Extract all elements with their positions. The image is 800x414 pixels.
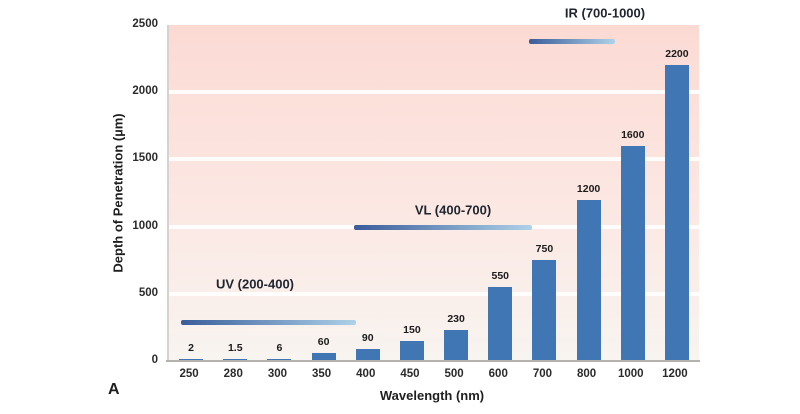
gridline — [169, 157, 699, 162]
x-tick-label: 600 — [488, 368, 508, 380]
bar-value-label: 150 — [403, 323, 421, 336]
bar-value-label: 2 — [188, 341, 194, 354]
y-tick-label: 0 — [151, 354, 158, 366]
bar-500nm — [444, 330, 469, 361]
bar-600nm — [488, 287, 513, 361]
y-tick-label: 1500 — [132, 152, 158, 165]
bar-value-label: 1200 — [576, 182, 601, 195]
bar-280nm — [223, 358, 248, 361]
bar-value-label: 90 — [361, 331, 374, 344]
x-tick-label: 250 — [179, 368, 199, 380]
bar-value-label: 230 — [447, 313, 465, 326]
range-label-uv: UV (200-400) — [215, 276, 295, 292]
x-axis-line — [166, 360, 700, 362]
bar-250nm — [179, 358, 204, 361]
y-tick-label: 2500 — [132, 18, 158, 30]
x-tick-label: 700 — [532, 368, 552, 380]
x-tick-label: 300 — [267, 368, 287, 380]
gridline — [169, 291, 699, 296]
bar-450nm — [399, 340, 424, 361]
y-tick-label: 500 — [138, 286, 158, 299]
bar-value-label: 1600 — [621, 128, 645, 141]
x-tick-label: 1000 — [617, 368, 644, 380]
bar-value-label: 2200 — [665, 48, 689, 61]
bar-1200nm — [664, 65, 689, 361]
x-tick-label: 350 — [311, 368, 332, 380]
range-label-ir: IR (700-1000) — [564, 5, 646, 21]
panel-label: A — [108, 381, 120, 398]
bar-350nm — [311, 352, 336, 361]
bar-value-label: 750 — [535, 243, 554, 256]
bar-700nm — [532, 260, 557, 361]
bar-400nm — [355, 348, 380, 361]
bar-value-label: 550 — [491, 270, 510, 283]
bar-value-label: 6 — [276, 341, 283, 354]
bar-value-label: 1.5 — [227, 341, 243, 354]
x-tick-label: 450 — [400, 368, 420, 380]
bar-value-label: 60 — [317, 335, 330, 348]
range-line-ir — [529, 39, 615, 44]
bar-800nm — [576, 199, 601, 361]
range-line-vl — [354, 225, 532, 230]
x-tick-label: 280 — [223, 368, 243, 380]
x-tick-label: 400 — [356, 368, 376, 380]
y-tick-label: 2000 — [132, 85, 158, 98]
plot-area: UV (200-400) VL (400-700) IR (700-1000) 2 1.… — [167, 6, 699, 361]
x-axis-title: Wavelength (nm) — [379, 388, 485, 403]
x-tick-label: 500 — [444, 368, 464, 380]
x-tick-label: 1200 — [662, 368, 688, 380]
bar-300nm — [267, 358, 292, 361]
y-tick-label: 1000 — [132, 219, 158, 232]
range-label-vl: VL (400-700) — [414, 202, 492, 218]
y-axis-title: Depth of Penetration (µm) — [110, 113, 126, 273]
gridline — [169, 90, 699, 95]
x-tick-label: 800 — [576, 368, 597, 380]
range-line-uv — [181, 320, 356, 325]
bar-1000nm — [620, 145, 645, 361]
